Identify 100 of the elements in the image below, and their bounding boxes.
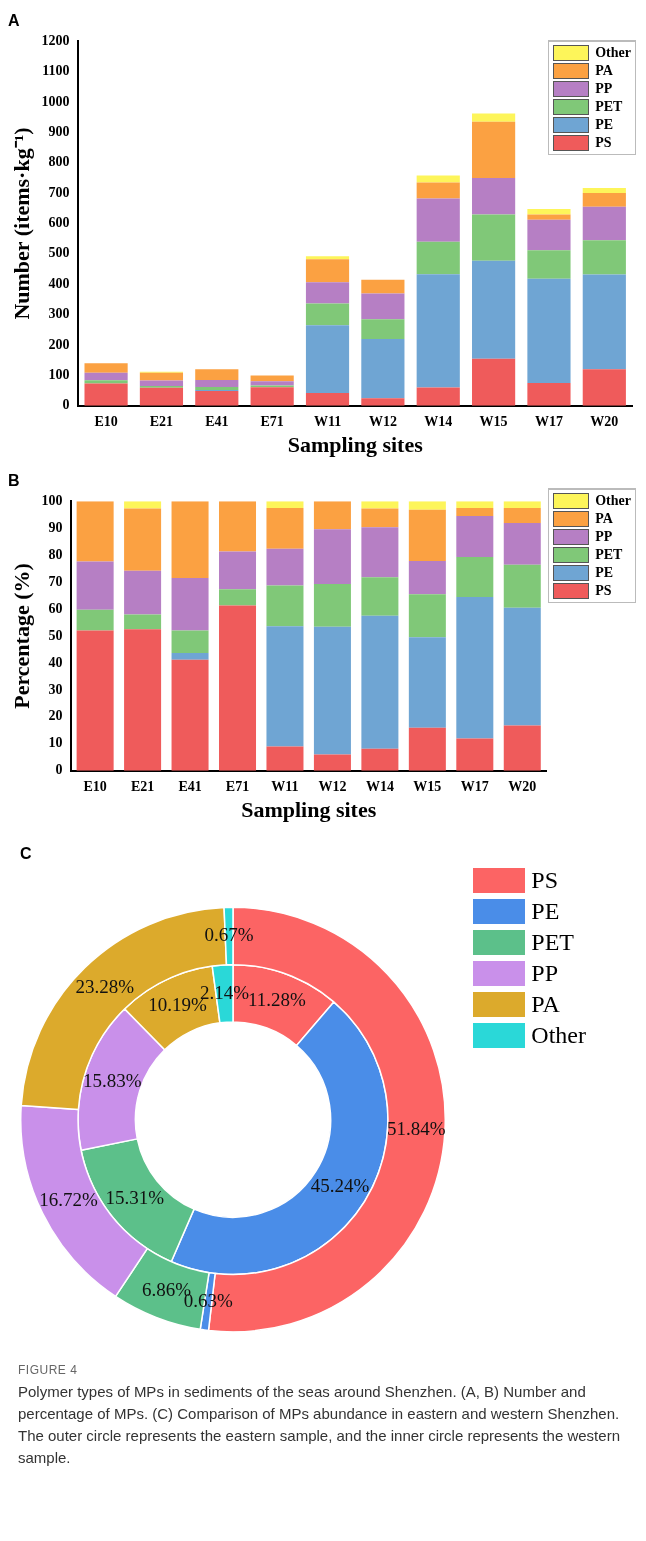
bar	[472, 113, 516, 122]
bar	[582, 369, 626, 406]
bar	[171, 578, 209, 631]
data-label: 16.72%	[39, 1188, 98, 1210]
bar	[582, 193, 626, 207]
bar	[124, 614, 162, 630]
bar	[361, 293, 405, 320]
bar	[416, 387, 460, 406]
bar	[527, 383, 571, 406]
legend-label: PA	[595, 511, 613, 527]
x-tick-label: W12	[368, 413, 397, 429]
bar	[408, 561, 446, 595]
legend-label: PS	[595, 135, 612, 151]
y-tick-label: 30	[48, 681, 63, 697]
x-tick-label: E71	[225, 778, 250, 794]
bar	[503, 523, 541, 565]
bar	[582, 240, 626, 275]
bar	[582, 274, 626, 370]
bar	[361, 338, 405, 399]
x-tick-label: E21	[130, 778, 155, 794]
bar	[361, 508, 399, 528]
bar	[527, 278, 571, 384]
y-tick-label: 500	[48, 245, 70, 261]
bar	[361, 577, 399, 616]
bar	[266, 585, 304, 627]
bar	[219, 589, 257, 606]
bar	[416, 182, 460, 199]
bar	[456, 738, 494, 771]
bar	[171, 501, 209, 579]
bar	[408, 509, 446, 562]
y-tick-label: 20	[48, 708, 63, 724]
bar	[305, 303, 350, 326]
bar	[408, 727, 446, 771]
y-tick-label: 300	[48, 306, 70, 322]
y-tick-label: 800	[48, 154, 70, 170]
bar	[416, 198, 460, 242]
data-label: 15.31%	[105, 1186, 165, 1208]
data-label: 23.28%	[75, 976, 135, 998]
bar	[472, 260, 516, 359]
bar	[408, 637, 446, 728]
y-tick-label: 600	[48, 215, 70, 231]
legend-label: Other	[595, 45, 631, 61]
legend-label: PS	[595, 583, 612, 599]
bar	[171, 659, 209, 771]
x-tick-label: W15	[479, 413, 508, 429]
bar	[76, 501, 114, 562]
text: Polymer types of MPs in sediments of the seas around Shenzhen. (A, B) Number and percentage of MPs. (C) Comparison of MPs abundance in eastern and western Shenzhen. The outer circle represents the eastern sample, and the inner circle represents the western sample.	[18, 1382, 621, 1468]
bar	[139, 380, 184, 387]
x-tick-label: W15	[413, 778, 442, 794]
bar	[527, 219, 571, 251]
y-tick-label: 80	[48, 546, 63, 562]
y-axis-title: Percentage (%)	[8, 563, 34, 709]
bar	[219, 501, 257, 552]
bar	[313, 583, 351, 627]
bar	[124, 570, 162, 615]
legend-label: PP	[531, 960, 559, 987]
bar	[219, 605, 257, 771]
bar	[171, 652, 209, 660]
bar	[313, 501, 351, 530]
bar	[313, 529, 351, 584]
bar	[266, 746, 304, 771]
chart-title: B	[8, 472, 20, 490]
bar	[266, 507, 304, 549]
bar	[84, 372, 128, 381]
bar	[305, 282, 350, 304]
bar	[503, 607, 541, 726]
bar	[582, 206, 626, 241]
x-axis-title: Sampling sites	[287, 432, 424, 458]
bar	[456, 516, 494, 558]
bar	[527, 250, 571, 279]
bar	[305, 393, 350, 406]
bar	[139, 372, 184, 381]
data-label: 51.84%	[387, 1118, 446, 1140]
y-tick-label: 90	[48, 519, 63, 535]
bar	[250, 375, 294, 382]
bar	[472, 358, 516, 406]
bar	[195, 386, 239, 390]
x-tick-label: W11	[313, 413, 342, 429]
bar	[124, 629, 162, 771]
y-tick-label: 70	[48, 573, 63, 589]
legend-label: PP	[595, 529, 613, 545]
bar	[195, 369, 239, 380]
y-tick-label: 100	[48, 367, 70, 383]
y-tick-label: 100	[41, 492, 63, 508]
bar	[527, 214, 571, 220]
bar	[305, 256, 350, 260]
legend-label: PS	[531, 867, 559, 894]
bar	[472, 214, 516, 261]
bar	[76, 609, 114, 631]
bar	[313, 626, 351, 755]
bar	[472, 177, 516, 215]
bar	[456, 507, 494, 517]
bar	[408, 501, 446, 510]
y-tick-label: 60	[48, 600, 63, 616]
bar	[456, 596, 494, 739]
x-tick-label: E41	[178, 778, 202, 794]
y-tick-label: 40	[48, 654, 63, 670]
bar	[582, 187, 626, 194]
bar	[76, 630, 114, 771]
bar	[195, 379, 239, 387]
